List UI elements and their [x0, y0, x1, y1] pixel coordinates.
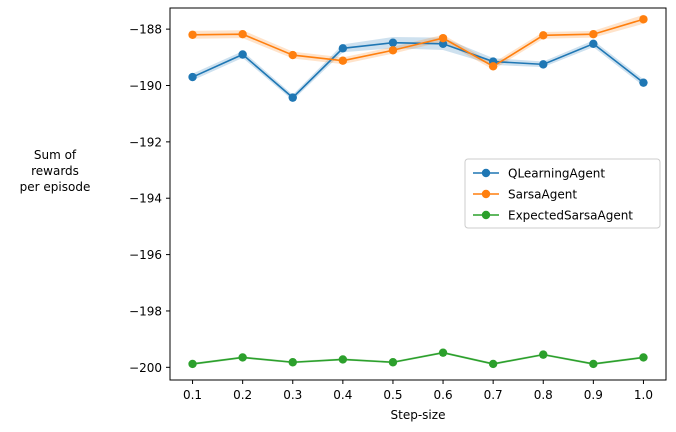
legend-box	[464, 158, 661, 229]
x-tick-label: 0.6	[434, 388, 453, 402]
legend-swatch-marker	[481, 210, 491, 220]
y-tick-label: −190	[129, 79, 162, 93]
data-point	[639, 78, 648, 87]
y-axis-label-line: per episode	[20, 180, 91, 194]
data-point	[288, 358, 297, 367]
series-line-0	[192, 41, 644, 99]
data-point	[288, 93, 297, 102]
legend-label: QLearningAgent	[508, 167, 605, 181]
x-tick-label: 0.3	[283, 388, 302, 402]
data-point	[288, 50, 297, 60]
y-tick-label: −198	[129, 304, 162, 318]
data-point	[539, 31, 548, 40]
data-point	[438, 348, 448, 357]
plot-frame	[169, 7, 667, 381]
data-point	[238, 50, 247, 59]
data-point	[188, 359, 197, 369]
data-point	[488, 359, 498, 369]
data-point	[639, 353, 648, 362]
y-tick-label: −188	[129, 23, 162, 37]
x-tick-label: 0.5	[383, 388, 402, 402]
data-point	[589, 39, 598, 48]
y-tick-label: −194	[129, 192, 162, 206]
legend-swatch-marker	[481, 189, 491, 199]
series-markers	[188, 15, 648, 369]
data-point	[539, 60, 548, 69]
data-point	[388, 358, 398, 367]
data-point	[388, 46, 398, 55]
y-tick-label: −200	[129, 361, 162, 375]
data-point	[438, 33, 448, 43]
y-axis-label-line: rewards	[31, 164, 79, 178]
data-point	[488, 62, 498, 71]
series-line-2	[192, 351, 644, 365]
y-axis-ticks: −200 −198 −196 −194 −192 −190 −188	[129, 23, 170, 375]
x-tick-label: 1.0	[634, 388, 653, 402]
y-axis-label-line: Sum of	[34, 148, 77, 162]
x-tick-label: 0.7	[484, 388, 503, 402]
data-point	[238, 30, 247, 39]
y-tick-label: −196	[129, 248, 162, 262]
x-tick-label: 0.4	[333, 388, 352, 402]
data-point	[589, 359, 598, 369]
series-line-1	[192, 18, 644, 68]
y-axis-label: Sum of rewards per episode	[20, 148, 91, 194]
data-point	[639, 15, 648, 24]
x-tick-label: 0.8	[534, 388, 553, 402]
data-point	[589, 30, 598, 39]
legend-label: ExpectedSarsaAgent	[508, 209, 633, 223]
data-point	[238, 353, 247, 362]
legend: QLearningAgent SarsaAgent ExpectedSarsaAge…	[464, 158, 661, 229]
legend-swatch-marker	[481, 168, 491, 178]
data-point	[338, 56, 348, 65]
x-tick-label: 0.9	[584, 388, 603, 402]
data-point	[188, 30, 197, 39]
series-lines	[192, 18, 644, 365]
band-2	[192, 351, 644, 366]
x-tick-label: 0.2	[233, 388, 252, 402]
x-tick-label: 0.1	[183, 388, 202, 402]
legend-label: SarsaAgent	[508, 188, 577, 202]
x-axis-ticks: 0.1 0.2 0.3 0.4 0.5 0.6 0.7 0.8 0.9 1.0	[183, 380, 653, 402]
data-point	[539, 350, 548, 359]
data-point	[388, 38, 398, 47]
x-axis-label: Step-size	[391, 408, 446, 422]
data-point	[338, 355, 348, 364]
data-point	[338, 44, 348, 53]
y-tick-label: −192	[129, 135, 162, 149]
data-point	[188, 72, 197, 82]
